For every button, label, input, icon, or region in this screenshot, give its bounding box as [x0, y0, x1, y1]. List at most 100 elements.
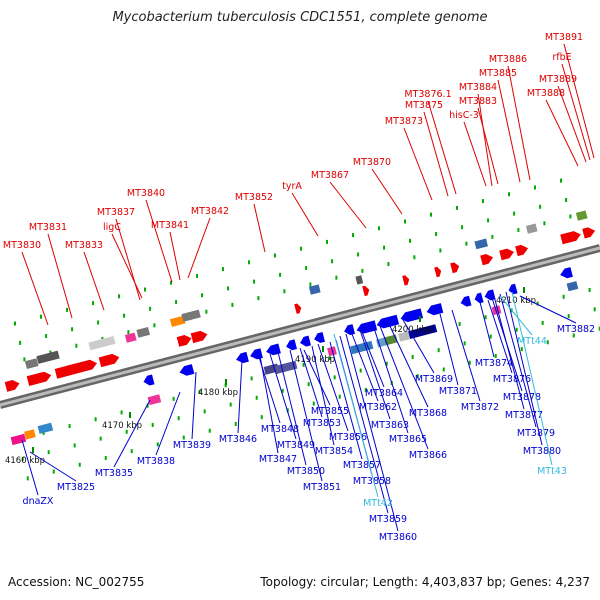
forward-gene-label: MT3867: [311, 170, 349, 181]
forward-gene-arrow: [582, 227, 596, 239]
forward-gene-label: MT3885: [479, 68, 517, 79]
reverse-feature-box: [274, 360, 298, 375]
forward-feature-box: [88, 336, 116, 351]
reverse-label-leader: [451, 309, 481, 402]
reverse-feature-box: [350, 340, 374, 355]
reverse-gene-arrow: [484, 289, 496, 301]
reverse-feature-box: [566, 281, 579, 292]
reverse-feature-box: [24, 429, 36, 440]
trna-label-leader: [499, 295, 533, 336]
forward-gene-arrow: [480, 254, 494, 266]
map-title: Mycobacterium tuberculosis CDC1551, comp…: [112, 10, 488, 25]
reverse-label-leader: [21, 439, 39, 496]
forward-gene-arrow: [190, 330, 208, 344]
forward-gene-label: MT3870: [353, 157, 391, 168]
forward-gene-label: tyrA: [282, 181, 302, 192]
forward-label-leader: [111, 233, 143, 299]
reverse-gene-label: MT3877: [505, 410, 543, 421]
reverse-gene-arrow: [143, 374, 155, 386]
reverse-label-leader: [493, 295, 525, 410]
reverse-label-leader: [277, 351, 307, 466]
forward-label-leader: [47, 233, 73, 319]
reverse-gene-label: MT3854: [315, 446, 353, 457]
forward-gene-label: ligC: [103, 222, 121, 233]
reverse-label-leader: [269, 353, 297, 440]
reverse-gene-arrow: [356, 320, 378, 334]
forward-label-leader: [563, 43, 595, 159]
forward-gene-label: MT3833: [65, 240, 103, 251]
reverse-gene-arrow: [250, 348, 263, 360]
reverse-label-leader: [401, 317, 435, 374]
forward-gene-arrow: [26, 371, 52, 386]
reverse-gene-label: MT3876: [493, 374, 531, 385]
reverse-gene-label: MT3869: [415, 374, 453, 385]
forward-feature-box: [136, 327, 150, 338]
reverse-gene-arrow: [286, 339, 297, 351]
genome-summary-text: Topology: circular; Length: 4,403,837 bp…: [260, 575, 590, 589]
reverse-gene-arrow: [236, 351, 249, 364]
reverse-gene-label: MT3859: [369, 514, 407, 525]
trna-label: MTt43: [537, 466, 567, 477]
reverse-label-leader: [519, 295, 577, 324]
forward-gene-arrow: [294, 303, 302, 314]
reverse-gene-label: MT3865: [389, 434, 427, 445]
reverse-label-leader: [155, 391, 181, 456]
reverse-gene-label: dnaZX: [23, 496, 54, 507]
reverse-label-leader: [303, 349, 331, 406]
reverse-label-leader: [191, 371, 197, 440]
reverse-gene-label: MT3880: [523, 446, 561, 457]
reverse-gene-label: MT3879: [517, 428, 555, 439]
forward-gene-arrow: [434, 266, 442, 278]
reverse-gene-label: MT3855: [311, 406, 349, 417]
reverse-gene-label: MT3862: [359, 402, 397, 413]
reverse-feature-box: [398, 331, 410, 342]
reverse-gene-label: MT3851: [303, 482, 341, 493]
forward-gene-label: MT3876.1: [404, 89, 451, 100]
reverse-gene-arrow: [344, 324, 355, 336]
reverse-label-leader: [311, 345, 335, 446]
reverse-gene-label: MT3848: [261, 424, 299, 435]
reverse-gene-arrow: [426, 303, 444, 316]
reverse-label-leader: [361, 331, 385, 388]
forward-gene-label: rfbE: [552, 52, 571, 63]
reverse-gene-arrow: [376, 314, 400, 329]
forward-label-leader: [545, 99, 579, 167]
forward-gene-label: MT3840: [127, 188, 165, 199]
forward-feature-box: [355, 275, 364, 285]
forward-gene-arrow: [499, 248, 514, 261]
forward-label-leader: [291, 192, 319, 237]
reverse-gene-arrow: [266, 343, 281, 356]
reverse-gene-label: MT3850: [287, 466, 325, 477]
reverse-gene-label: MT3858: [353, 476, 391, 487]
forward-gene-label: MT3852: [235, 192, 273, 203]
forward-feature-box: [474, 238, 488, 250]
reverse-gene-arrow: [300, 335, 311, 347]
forward-gene-label: MT3884: [459, 82, 497, 93]
reverse-gene-arrow: [508, 283, 518, 295]
reverse-feature-box: [147, 394, 162, 406]
forward-gene-arrow: [560, 231, 581, 245]
forward-label-leader: [83, 251, 105, 311]
reverse-feature-box: [37, 422, 54, 434]
forward-gene-label: MT3888: [527, 88, 565, 99]
reverse-gene-label: MT3857: [343, 460, 381, 471]
reverse-label-leader: [113, 399, 151, 468]
reverse-gene-arrow: [314, 332, 325, 343]
reverse-gene-label: MT3838: [137, 456, 175, 467]
reverse-gene-label: MT3853: [303, 418, 341, 429]
reverse-gene-label: MT3878: [503, 392, 541, 403]
reverse-label-leader: [359, 329, 391, 420]
ruler-label: 4170 kbp: [102, 421, 142, 431]
forward-label-leader: [557, 85, 587, 163]
forward-feature-box: [24, 358, 39, 369]
trna-label: MTt44: [517, 336, 547, 347]
reverse-feature-box: [10, 433, 27, 446]
forward-gene-label: MT3889: [539, 74, 577, 85]
forward-label-leader: [477, 93, 493, 187]
forward-gene-label: MT3837: [97, 207, 135, 218]
reverse-label-leader: [505, 291, 543, 446]
forward-gene-arrow: [402, 275, 410, 286]
forward-label-leader: [21, 251, 49, 326]
reverse-gene-label: MT3849: [277, 440, 315, 451]
